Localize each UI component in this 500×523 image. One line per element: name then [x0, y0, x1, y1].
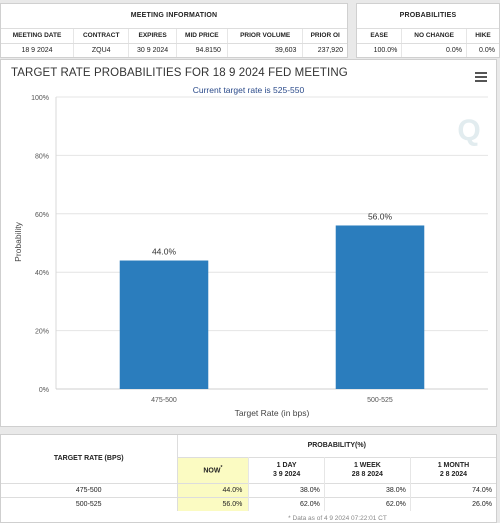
hike-value: 0.0%: [479, 46, 495, 54]
watermark-logo: Q: [457, 114, 480, 147]
prior-volume-value: 39,603: [227, 43, 304, 57]
col-prior-volume: PRIOR VOLUME: [227, 28, 304, 44]
contract-value: ZQU4: [73, 43, 130, 57]
x-axis-label: Target Rate (in bps): [235, 408, 310, 418]
meeting-information-table: MEETING INFORMATION MEETING DATE CONTRAC…: [1, 4, 347, 57]
prior-oi-value: 237,920: [317, 46, 343, 54]
hamburger-menu-icon[interactable]: [475, 72, 487, 82]
probability-header: PROBABILITY(%): [307, 442, 366, 450]
col-ease: EASE: [357, 28, 403, 44]
chart-subtitle: Current target rate is 525-550: [192, 85, 305, 95]
mid-price-value: 94.8150: [176, 43, 228, 57]
now-cell: 56.0%: [177, 496, 250, 511]
x-tick-label: 500-525: [367, 397, 393, 404]
table-row: 500-525 56.0% 62.0% 62.0% 26.0%: [1, 496, 496, 511]
y-tick-label: 0%: [39, 387, 49, 394]
col-meeting-date: MEETING DATE: [1, 28, 75, 44]
col-1-day: 1 DAY 3 9 2024: [248, 456, 325, 483]
bar-chart: Q 0% 20% 40% 60% 80% 100% 44.0% 475-500 56.0% 500…: [13, 95, 488, 418]
bar-500-525[interactable]: [335, 225, 425, 389]
col-prior-oi: PRIOR OI: [302, 28, 347, 44]
one-day-cell: 62.0%: [248, 496, 325, 511]
one-week-cell: 62.0%: [324, 496, 411, 511]
col-hike: HIKE: [466, 28, 499, 44]
meeting-information-title: MEETING INFORMATION: [1, 4, 347, 29]
target-rate-probability-table: TARGET RATE (BPS) PROBABILITY(%) NOW* 1 …: [1, 435, 496, 511]
col-contract: CONTRACT: [73, 28, 130, 44]
bar-475-500[interactable]: [119, 260, 209, 389]
col-no-change: NO CHANGE: [401, 28, 467, 44]
expires-value: 30 9 2024: [128, 43, 177, 57]
y-tick-label: 60%: [35, 212, 49, 219]
y-tick-label: 80%: [35, 153, 49, 160]
col-now: NOW*: [177, 456, 250, 483]
target-rate-header: TARGET RATE (BPS): [1, 435, 178, 483]
table-row: 475-500 44.0% 38.0% 38.0% 74.0%: [1, 482, 496, 497]
target-rate-cell: 500-525: [1, 496, 178, 511]
probabilities-title: PROBABILITIES: [357, 4, 499, 29]
col-expires: EXPIRES: [128, 28, 177, 44]
no-change-value: 0.0%: [401, 43, 467, 57]
x-tick-label: 475-500: [151, 397, 177, 404]
probabilities-panel: PROBABILITIES EASE NO CHANGE HIKE 100.0%…: [356, 3, 500, 58]
col-1-month: 1 MONTH 2 8 2024: [410, 456, 496, 483]
one-month-cell: 26.0%: [410, 496, 496, 511]
meeting-information-panel: MEETING INFORMATION MEETING DATE CONTRAC…: [0, 3, 348, 58]
probabilities-table: PROBABILITIES EASE NO CHANGE HIKE 100.0%…: [357, 4, 499, 57]
y-tick-label: 40%: [35, 270, 49, 277]
one-month-cell: 74.0%: [410, 482, 496, 497]
ease-value: 100.0%: [357, 43, 403, 57]
data-timestamp-footnote: * Data as of 4 9 2024 07:22:01 CT: [288, 515, 387, 522]
data-label: 56.0%: [368, 211, 393, 221]
one-week-cell: 38.0%: [324, 482, 411, 497]
y-tick-label: 100%: [31, 95, 49, 102]
one-day-cell: 38.0%: [248, 482, 325, 497]
y-tick-label: 20%: [35, 329, 49, 336]
y-axis-label: Probability: [13, 221, 23, 261]
now-cell: 44.0%: [177, 482, 250, 497]
target-rate-probability-panel: TARGET RATE (BPS) PROBABILITY(%) NOW* 1 …: [0, 434, 497, 523]
col-mid-price: MID PRICE: [176, 28, 228, 44]
target-rate-cell: 475-500: [1, 482, 178, 497]
col-1-week: 1 WEEK 28 8 2024: [324, 456, 411, 483]
meeting-date-value: 18 9 2024: [1, 43, 75, 57]
chart-title: TARGET RATE PROBABILITIES FOR 18 9 2024 …: [11, 67, 348, 79]
data-label: 44.0%: [152, 247, 177, 257]
chart-panel: Q 0% 20% 40% 60% 80% 100% 44.0% 475-500 56.0% 500…: [0, 59, 497, 427]
